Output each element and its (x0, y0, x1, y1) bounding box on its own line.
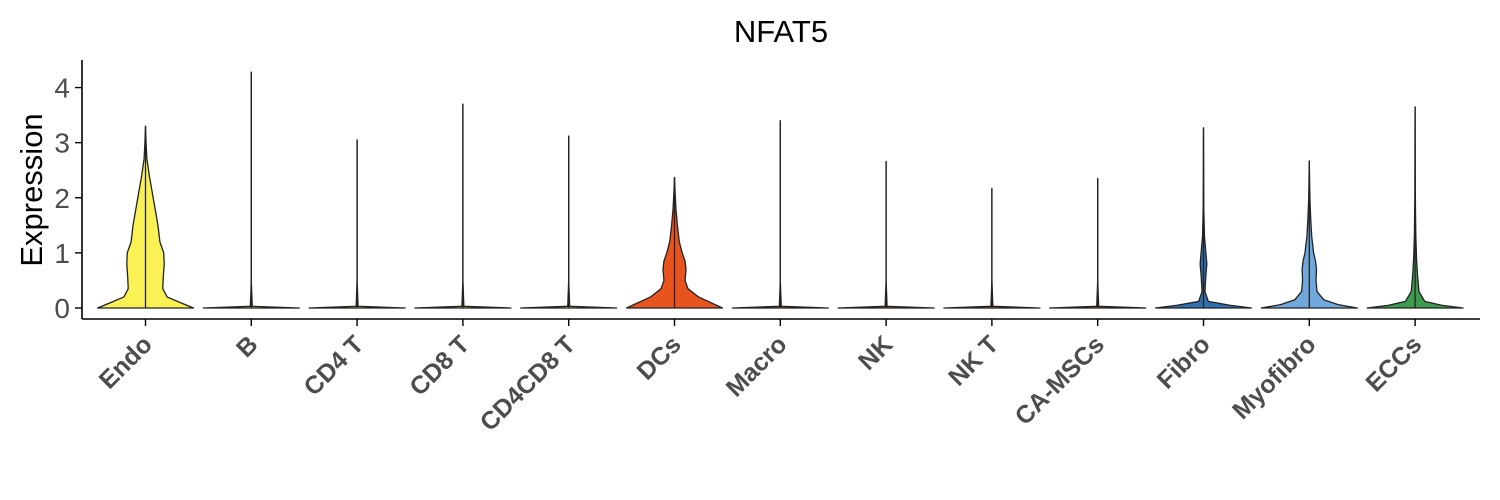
y-tick-label: 2 (54, 183, 70, 214)
x-tick-label-ca-mscs: CA-MSCs (1010, 330, 1110, 430)
x-tick-label-cd4-t: CD4 T (298, 330, 369, 401)
violin-group (96, 71, 1464, 309)
y-axis-label: Expression (14, 113, 49, 266)
x-tick-label-nk: NK (853, 330, 898, 375)
y-axis-ticks: 0 1 2 3 4 (54, 73, 82, 324)
y-tick-label: 1 (54, 238, 70, 269)
x-tick-label-macro: Macro (721, 330, 793, 402)
x-tick-label-endo: Endo (94, 330, 158, 394)
x-tick-label-eccs: ECCs (1360, 330, 1427, 397)
x-tick-label-fibro: Fibro (1152, 330, 1216, 394)
y-tick-label: 4 (54, 73, 70, 104)
y-tick-label: 3 (54, 128, 70, 159)
y-tick-label: 0 (54, 293, 70, 324)
x-axis-ticks: Endo B CD4 T CD8 T CD4CD8 T DCs Macro NK NK T CA-… (94, 319, 1427, 437)
x-tick-label-dcs: DCs (632, 330, 687, 385)
x-tick-label-myofibro: Myofibro (1227, 330, 1321, 424)
x-tick-label-b: B (231, 330, 264, 363)
chart-title: NFAT5 (734, 14, 828, 49)
x-tick-label-cd4cd8-t: CD4CD8 T (475, 330, 581, 436)
x-tick-label-cd8-t: CD8 T (404, 330, 475, 401)
x-tick-label-nk-t: NK T (943, 330, 1004, 391)
